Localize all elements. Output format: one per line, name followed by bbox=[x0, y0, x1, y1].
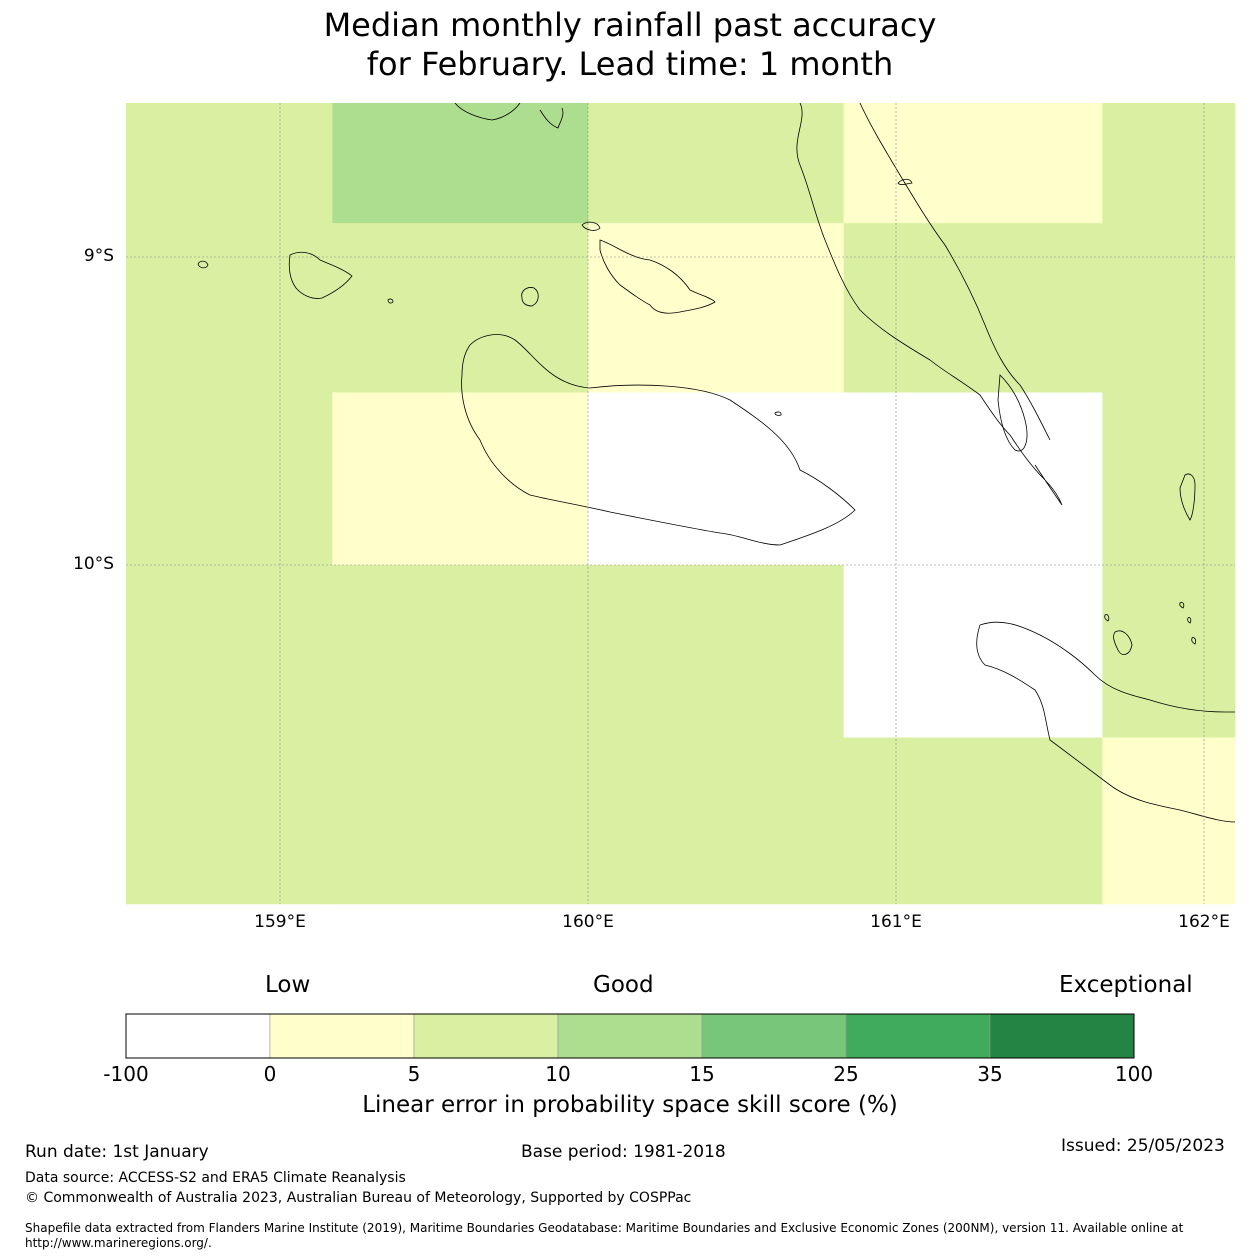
colorbar-tick-label: 0 bbox=[263, 1062, 277, 1086]
grid-cell-2 bbox=[588, 103, 845, 224]
coastline-small-east-4 bbox=[1187, 617, 1192, 624]
grid-cell-22 bbox=[588, 737, 845, 905]
coastline-small-east-3 bbox=[1179, 602, 1185, 609]
base-period: Base period: 1981-2018 bbox=[521, 1142, 726, 1162]
colorbar-tick-label: 5 bbox=[407, 1062, 421, 1086]
coastline-florida-islands bbox=[599, 239, 716, 314]
coastline-island-east bbox=[1179, 473, 1196, 521]
coastline-top-islands bbox=[454, 103, 521, 121]
coastline-savo-island bbox=[521, 287, 539, 307]
grid-cell-16 bbox=[332, 565, 589, 738]
colorbar-bin-3 bbox=[557, 1013, 703, 1059]
coastline-small-island-3 bbox=[581, 221, 601, 231]
grid-cell-21 bbox=[332, 737, 589, 905]
colorbar-word-good: Good bbox=[593, 972, 654, 998]
colorbar-label: Linear error in probability space skill … bbox=[362, 1092, 898, 1118]
grid-cell-19 bbox=[1102, 565, 1236, 738]
grid-cell-10 bbox=[126, 392, 333, 566]
coastline-malaita bbox=[796, 103, 1063, 506]
colorbar-tick-label: 35 bbox=[977, 1062, 1003, 1086]
colorbar-bin-4 bbox=[701, 1013, 847, 1059]
grid-cell-4 bbox=[1102, 103, 1236, 224]
grid-cell-15 bbox=[126, 565, 333, 738]
coastline-small-east-2 bbox=[1104, 614, 1110, 622]
grid-cell-11 bbox=[332, 392, 589, 566]
lat-label-9s: 9°S bbox=[83, 246, 114, 266]
grid-cell-1 bbox=[332, 103, 589, 224]
coastline-guadalcanal bbox=[461, 334, 856, 546]
grid-cell-6 bbox=[332, 223, 589, 394]
coastlines bbox=[197, 103, 1235, 823]
grid-cell-14 bbox=[1102, 392, 1236, 566]
colorbar-bin-5 bbox=[845, 1013, 991, 1059]
grid-cell-23 bbox=[843, 737, 1103, 905]
grid-cell-24 bbox=[1102, 737, 1236, 905]
colorbar-bin-0 bbox=[125, 1013, 271, 1059]
copyright: © Commonwealth of Australia 2023, Austra… bbox=[25, 1190, 692, 1206]
graticule bbox=[126, 103, 1235, 904]
colorbar-bin-1 bbox=[269, 1013, 415, 1059]
coastline-small-east-1 bbox=[1113, 630, 1133, 655]
colorbar-outline bbox=[125, 1013, 1135, 1059]
lon-label-160e: 160°E bbox=[562, 912, 614, 932]
coastline-russell-islands bbox=[288, 251, 353, 299]
lon-label-162e: 162°E bbox=[1178, 912, 1230, 932]
grid-cell-0 bbox=[126, 103, 333, 224]
lat-label-10s: 10°S bbox=[73, 554, 114, 574]
grid-cell-13 bbox=[843, 392, 1103, 566]
coastline-maramasike bbox=[997, 374, 1028, 452]
skill-grid bbox=[126, 103, 1236, 905]
coastline-malaita-east bbox=[859, 103, 1051, 441]
coastline-small-island-2 bbox=[387, 298, 394, 304]
grid-cell-12 bbox=[588, 392, 845, 566]
map-title-line-1: Median monthly rainfall past accuracy bbox=[323, 6, 937, 44]
lon-label-159e: 159°E bbox=[254, 912, 306, 932]
data-source: Data source: ACCESS-S2 and ERA5 Climate … bbox=[25, 1170, 406, 1186]
grid-cell-8 bbox=[843, 223, 1103, 394]
grid-cell-5 bbox=[126, 223, 333, 394]
map-title-line-2: for February. Lead time: 1 month bbox=[366, 45, 894, 83]
lon-label-161e: 161°E bbox=[870, 912, 922, 932]
grid-cell-9 bbox=[1102, 223, 1236, 394]
coastline-small-north bbox=[774, 411, 782, 416]
shapefile-credit-line-2: http://www.marineregions.org/. bbox=[25, 1236, 212, 1250]
colorbar-word-low: Low bbox=[265, 972, 311, 998]
coastline-makira bbox=[976, 621, 1235, 823]
run-date: Run date: 1st January bbox=[25, 1142, 209, 1162]
colorbar-bin-6 bbox=[989, 1013, 1135, 1059]
coastline-small-east-5 bbox=[1191, 637, 1197, 645]
coastline-top-islands-2 bbox=[539, 107, 564, 129]
colorbar-bin-2 bbox=[413, 1013, 559, 1059]
grid-cell-7 bbox=[588, 223, 845, 394]
colorbar-tick-label: 15 bbox=[689, 1062, 715, 1086]
colorbar-tick-label: 10 bbox=[545, 1062, 571, 1086]
coastline-small-island-1 bbox=[197, 260, 209, 269]
shapefile-credit-line-1: Shapefile data extracted from Flanders M… bbox=[25, 1221, 1184, 1235]
grid-cell-3 bbox=[843, 103, 1103, 224]
colorbar-word-exceptional: Exceptional bbox=[1059, 972, 1193, 998]
colorbar-tick-label: 100 bbox=[1114, 1062, 1154, 1086]
grid-cell-18 bbox=[843, 565, 1103, 738]
colorbar-tick-label: -100 bbox=[103, 1062, 149, 1086]
colorbar-tick-label: 25 bbox=[833, 1062, 859, 1086]
grid-cell-17 bbox=[588, 565, 845, 738]
grid-cell-20 bbox=[126, 737, 333, 905]
coastline-small-north-2 bbox=[897, 178, 913, 185]
colorbar bbox=[125, 1013, 1135, 1059]
issued-date: Issued: 25/05/2023 bbox=[1061, 1136, 1225, 1156]
